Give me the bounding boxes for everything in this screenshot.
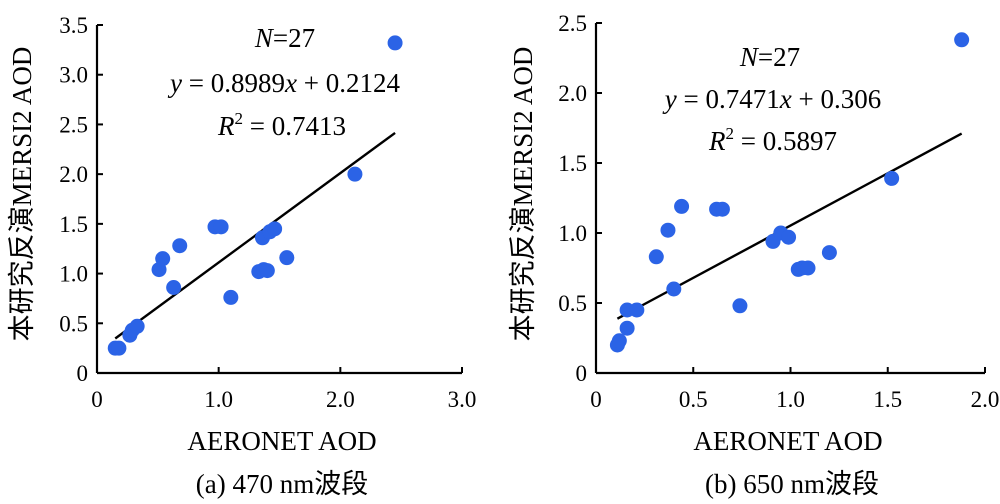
annotation-b: N=27 y = 0.7471x + 0.306 R2 = 0.5897	[662, 42, 881, 156]
ylabel-a: 本研究反演MERSI2 AOD	[7, 47, 37, 342]
data-point-a	[279, 250, 295, 266]
annotation-equation-a: y = 0.8989x + 0.2124	[167, 68, 400, 98]
data-point-a	[347, 166, 363, 182]
data-point-b	[660, 222, 676, 238]
y-tick-label-b: 1.0	[558, 221, 587, 246]
panel-a: 0 0.5 1.0 1.5 2.0 2.5 3.0 3.5 0 1.0 2.0 3.0 本研究反演ME…	[7, 13, 476, 499]
x-tick-label-b: 1.5	[873, 387, 902, 412]
y-tick-label-a: 2.5	[59, 112, 88, 137]
y-tick-label-b: 1.5	[558, 151, 587, 176]
annotation-r2-a: R2 = 0.7413	[217, 109, 346, 141]
data-point-b	[648, 249, 664, 265]
fit-line-a	[114, 131, 396, 340]
y-tick-label-b: 0.5	[558, 291, 587, 316]
data-point-b	[821, 245, 837, 261]
data-point-a	[172, 238, 188, 254]
data-point-b	[666, 281, 682, 297]
caption-a: (a) 470 nm波段	[196, 469, 368, 499]
x-tick-label-a: 1.0	[204, 387, 233, 412]
data-point-a	[129, 318, 145, 334]
data-point-b	[884, 170, 900, 186]
data-point-b	[629, 302, 645, 318]
panel-b: 0 0.5 1.0 1.5 2.0 2.5 0 0.5 1.0 1.5 2.0 本研究反演MERSI…	[508, 11, 999, 499]
data-point-a	[259, 263, 275, 279]
data-point-b	[674, 198, 690, 214]
data-point-a	[223, 289, 239, 305]
y-tick-label-b: 2.5	[558, 11, 587, 36]
annotation-n-b: N=27	[739, 42, 800, 72]
data-point-a	[267, 221, 283, 237]
xlabel-a: AERONET AOD	[187, 426, 376, 456]
data-point-a	[155, 251, 171, 267]
x-tick-label-b: 0.5	[679, 387, 708, 412]
data-point-a	[213, 219, 229, 235]
y-tick-label-a: 0.5	[59, 311, 88, 336]
x-tick-label-a: 0	[91, 387, 103, 412]
y-tick-label-b: 2.0	[558, 81, 587, 106]
caption-b: (b) 650 nm波段	[705, 469, 879, 499]
data-point-b	[732, 298, 748, 314]
data-point-a	[111, 340, 127, 356]
annotation-n-a: N=27	[254, 23, 315, 53]
x-tick-label-a: 2.0	[326, 387, 355, 412]
data-point-b	[954, 32, 970, 48]
y-tick-label-a: 1.5	[59, 212, 88, 237]
annotation-a: N=27 y = 0.8989x + 0.2124 R2 = 0.7413	[167, 23, 400, 141]
data-point-a	[387, 35, 403, 51]
data-point-b	[611, 333, 627, 349]
annotation-equation-b: y = 0.7471x + 0.306	[662, 84, 881, 114]
x-tick-label-a: 3.0	[448, 387, 477, 412]
plot-b: 0 0.5 1.0 1.5 2.0 2.5 0 0.5 1.0 1.5 2.0	[558, 11, 999, 412]
y-tick-label-a: 0	[77, 361, 89, 386]
y-tick-label-a: 3.5	[59, 13, 88, 38]
x-tick-label-b: 2.0	[971, 387, 1000, 412]
y-tick-label-a: 3.0	[59, 63, 88, 88]
data-point-b	[800, 260, 816, 276]
annotation-r2-b: R2 = 0.5897	[708, 124, 837, 156]
data-point-b	[619, 320, 635, 336]
data-point-b	[781, 229, 797, 245]
y-tick-label-a: 2.0	[59, 162, 88, 187]
y-tick-label-b: 0	[576, 361, 588, 386]
y-tick-label-a: 1.0	[59, 262, 88, 287]
data-point-b	[714, 201, 730, 217]
plot-a: 0 0.5 1.0 1.5 2.0 2.5 3.0 3.5 0 1.0 2.0 3.0	[59, 13, 476, 412]
x-tick-label-b: 0	[590, 387, 602, 412]
ylabel-b: 本研究反演MERSI2 AOD	[508, 47, 538, 342]
x-tick-label-b: 1.0	[776, 387, 805, 412]
xlabel-b: AERONET AOD	[693, 426, 882, 456]
data-point-a	[166, 279, 182, 295]
